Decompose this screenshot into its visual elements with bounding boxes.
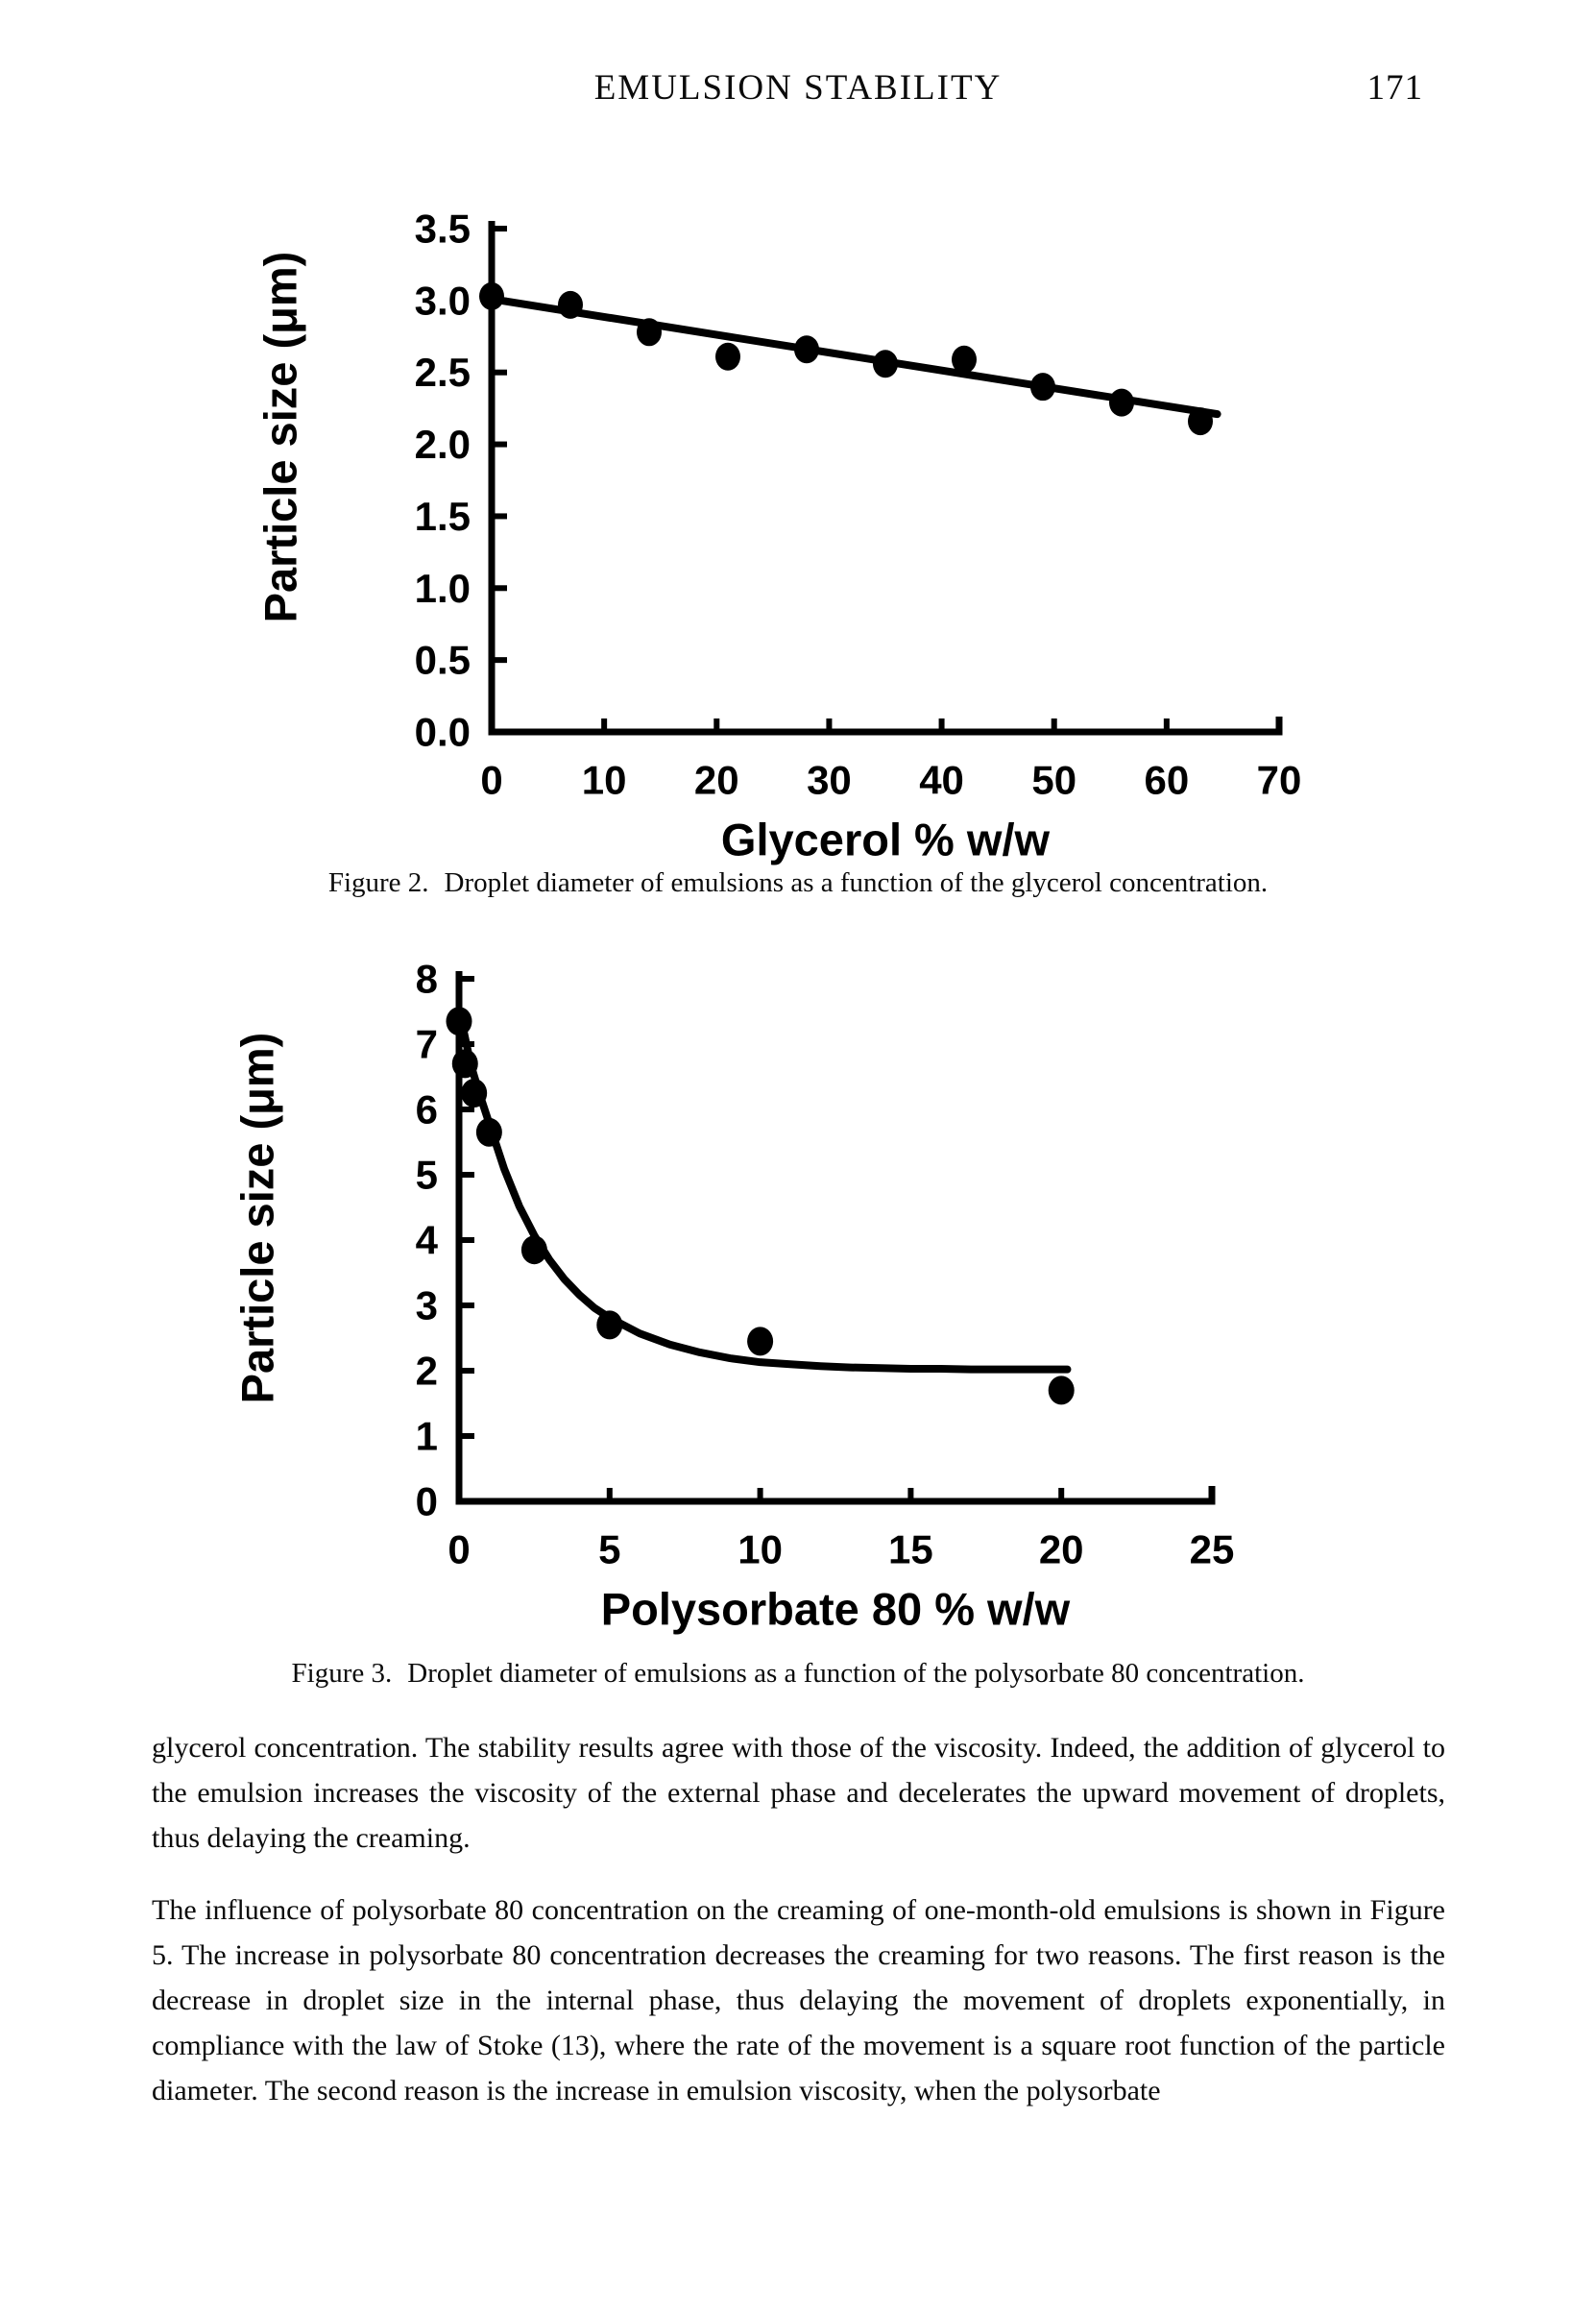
data-point (715, 342, 740, 371)
y-tick-label: 1.0 (415, 566, 471, 611)
data-point (446, 1007, 472, 1036)
data-point (1109, 388, 1134, 417)
y-axis-title: Particle size (μm) (255, 252, 306, 623)
x-tick-label: 0 (447, 1527, 470, 1572)
data-point (952, 345, 977, 374)
data-point (558, 290, 583, 319)
y-tick-label: 2 (416, 1349, 438, 1394)
fit-linear (488, 295, 1221, 419)
y-tick-label: 1 (416, 1414, 438, 1459)
y-tick-label: 6 (416, 1087, 438, 1132)
data-point (794, 335, 819, 364)
fit-exponential-decay (459, 1026, 1072, 1374)
x-tick-label: 15 (888, 1527, 933, 1572)
y-axis-title: Particle size (μm) (232, 1033, 283, 1404)
y-tick-label: 3 (416, 1283, 438, 1328)
data-point (747, 1327, 774, 1356)
y-tick-label: 0.0 (415, 710, 471, 755)
data-point (1030, 373, 1055, 402)
figure-3-caption-text: Droplet diameter of emulsions as a funct… (407, 1658, 1305, 1689)
x-tick-label: 60 (1144, 758, 1189, 803)
data-point (596, 1310, 623, 1340)
figure-2-caption-label: Figure 2. (327, 867, 429, 898)
axis-spine (455, 971, 1216, 1505)
y-tick-label: 7 (416, 1022, 438, 1067)
y-tick-label: 5 (416, 1153, 438, 1198)
page-number: 171 (1366, 68, 1423, 108)
x-axis-title: Glycerol % w/w (721, 815, 1051, 865)
data-point (637, 318, 662, 347)
x-tick-label: 10 (738, 1527, 783, 1572)
figure-3-caption-label: Figure 3. (291, 1658, 393, 1689)
data-point (461, 1079, 488, 1108)
figure-3-chart: 0 1 2 3 4 5 6 7 8 0 5 10 15 20 25 Particle size (μm) Pol… (232, 957, 1235, 1635)
x-tick-label: 70 (1257, 758, 1302, 803)
y-tick-label: 0 (416, 1479, 438, 1524)
x-axis-title: Polysorbate 80 % w/w (601, 1584, 1071, 1635)
y-tick-label: 8 (416, 957, 438, 1002)
body-text: glycerol concentration. The stability re… (152, 1725, 1445, 2140)
y-tick-label: 3.5 (415, 207, 471, 252)
y-tick-label: 1.5 (415, 494, 471, 539)
running-head-title: EMULSION STABILITY (593, 68, 1003, 108)
paragraph: The influence of polysorbate 80 concentr… (152, 1894, 1445, 2106)
x-tick-label: 50 (1031, 758, 1076, 803)
x-tick-label: 20 (1039, 1527, 1084, 1572)
figure-3-caption: Figure 3. Droplet diameter of emulsions a… (0, 1658, 1596, 1690)
y-tick-label: 2.0 (415, 422, 471, 467)
figure-2-caption: Figure 2. Droplet diameter of emulsions a… (0, 867, 1596, 899)
data-point (1048, 1376, 1075, 1405)
axis-spine (488, 221, 1283, 736)
data-point (479, 281, 504, 310)
figure-2-caption-text: Droplet diameter of emulsions as a funct… (444, 867, 1269, 898)
data-point (520, 1235, 547, 1265)
paragraph: glycerol concentration. The stability re… (152, 1732, 1445, 1854)
x-tick-label: 40 (919, 758, 964, 803)
x-tick-label: 10 (582, 758, 627, 803)
y-tick-label: 4 (416, 1218, 439, 1263)
x-tick-label: 30 (807, 758, 852, 803)
data-point (873, 350, 898, 378)
figure-2-chart: 0.0 0.5 1.0 1.5 2.0 2.5 3.0 3.5 0 10 20 30 40 50 60 70 P… (255, 207, 1302, 865)
x-tick-label: 5 (598, 1527, 620, 1572)
data-point (451, 1049, 478, 1079)
x-tick-label: 25 (1190, 1527, 1235, 1572)
data-point (475, 1117, 502, 1147)
y-tick-label: 0.5 (415, 638, 471, 683)
y-tick-label: 2.5 (415, 350, 471, 395)
x-tick-label: 0 (480, 758, 502, 803)
y-tick-label: 3.0 (415, 278, 471, 323)
data-point (1188, 407, 1213, 436)
x-tick-label: 20 (694, 758, 739, 803)
